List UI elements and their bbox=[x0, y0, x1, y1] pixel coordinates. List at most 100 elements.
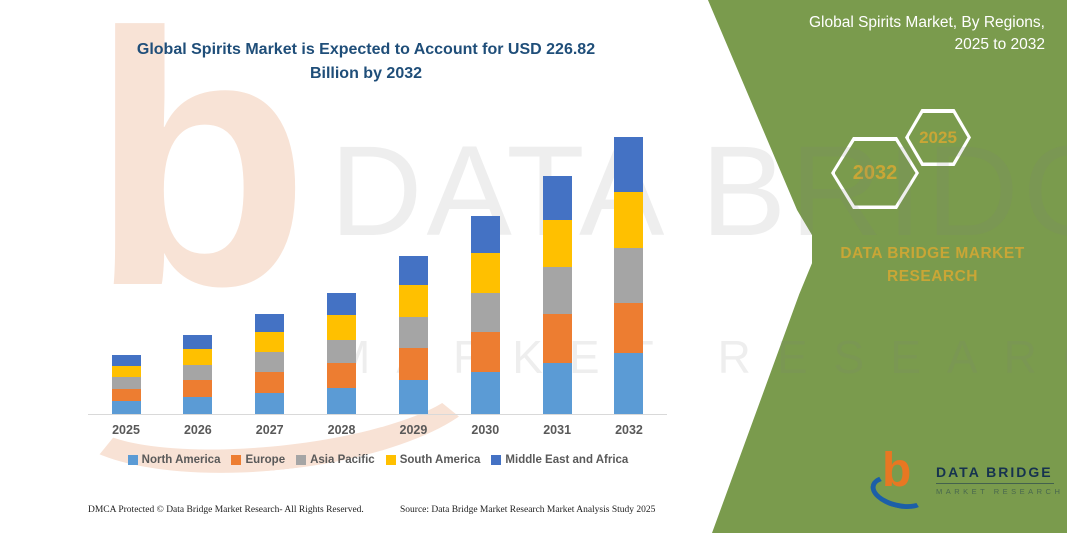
bar-segment-europe-2032 bbox=[614, 302, 644, 353]
chart-title: Global Spirits Market is Expected to Acc… bbox=[92, 38, 640, 86]
bar-segment-north-america-2028 bbox=[327, 388, 357, 414]
hexagon-2032-label: 2032 bbox=[852, 161, 898, 184]
bar-segment-europe-2029 bbox=[398, 348, 428, 381]
legend-swatch-south-america bbox=[385, 455, 396, 465]
bar-segment-south-america-2032 bbox=[614, 192, 644, 248]
bar-segment-asia-pacific-2028 bbox=[327, 339, 357, 364]
bar-segment-asia-pacific-2029 bbox=[398, 316, 428, 349]
stacked-bar-2029 bbox=[398, 255, 428, 414]
logo-divider bbox=[936, 483, 1054, 484]
legend-label-north-america: North America bbox=[141, 454, 221, 466]
bar-segment-north-america-2031 bbox=[542, 362, 572, 414]
bar-segment-asia-pacific-2027 bbox=[255, 352, 285, 372]
bar-segment-south-america-2030 bbox=[470, 252, 500, 293]
brand-wordmark-line2: RESEARCH bbox=[887, 268, 978, 285]
stacked-bar-2031 bbox=[542, 175, 572, 414]
legend-label-asia-pacific: Asia Pacific bbox=[310, 454, 375, 466]
bar-segment-middle-east-and-africa-2029 bbox=[398, 255, 428, 286]
bar-segment-asia-pacific-2030 bbox=[470, 292, 500, 332]
legend-label-south-america: South America bbox=[399, 454, 481, 466]
hexagon-2025-label: 2025 bbox=[919, 127, 957, 147]
bar-segment-middle-east-and-africa-2028 bbox=[327, 293, 357, 316]
legend-item-north-america: North America bbox=[127, 454, 221, 466]
stacked-bar-2028 bbox=[327, 293, 357, 414]
panel-heading-line2: 2025 to 2032 bbox=[954, 36, 1045, 53]
bar-segment-middle-east-and-africa-2025 bbox=[111, 354, 141, 366]
bar-segment-middle-east-and-africa-2030 bbox=[470, 216, 500, 253]
bar-segment-middle-east-and-africa-2026 bbox=[183, 334, 213, 350]
bar-segment-asia-pacific-2025 bbox=[111, 377, 141, 389]
bar-segment-north-america-2026 bbox=[183, 396, 213, 414]
x-axis-label-2025: 2025 bbox=[112, 423, 140, 437]
legend-swatch-europe bbox=[231, 455, 242, 465]
x-axis-label-2032: 2032 bbox=[615, 423, 643, 437]
bar-segment-north-america-2030 bbox=[470, 371, 500, 414]
x-axis-label-2028: 2028 bbox=[327, 423, 356, 437]
bar-segment-asia-pacific-2032 bbox=[614, 247, 644, 303]
bar-segment-europe-2031 bbox=[542, 313, 572, 363]
logo-tagline: MARKET RESEARCH bbox=[936, 487, 1064, 496]
legend-swatch-asia-pacific bbox=[296, 455, 307, 465]
bar-plot bbox=[90, 137, 666, 414]
x-axis-label-2031: 2031 bbox=[543, 423, 572, 437]
bar-segment-asia-pacific-2031 bbox=[542, 267, 572, 314]
brand-wordmark-line1: DATA BRIDGE MARKET bbox=[840, 245, 1025, 262]
chart-title-line2: Billion by 2032 bbox=[309, 65, 423, 82]
stacked-bar-2030 bbox=[470, 216, 500, 414]
bar-segment-middle-east-and-africa-2032 bbox=[614, 137, 644, 193]
legend-swatch-middle-east-and-africa bbox=[491, 455, 502, 465]
stacked-bar-2026 bbox=[183, 334, 213, 414]
company-logo-mark-icon: b bbox=[866, 444, 934, 515]
hexagon-2025-border: 2025 bbox=[905, 109, 971, 166]
legend-swatch-north-america bbox=[127, 455, 138, 465]
bar-segment-south-america-2027 bbox=[255, 332, 285, 353]
logo-b-icon: b bbox=[882, 444, 912, 497]
panel-heading: Global Spirits Market, By Regions, 2025 … bbox=[715, 12, 1045, 56]
bar-segment-europe-2030 bbox=[470, 331, 500, 372]
bar-segment-europe-2028 bbox=[327, 363, 357, 389]
x-axis-label-2026: 2026 bbox=[183, 423, 212, 437]
x-axis-labels: 2025 2026 2027 2028 2029 2030 2031 2032 bbox=[90, 423, 666, 441]
hexagon-2025: 2025 bbox=[905, 109, 971, 166]
bar-segment-south-america-2028 bbox=[327, 315, 357, 340]
x-axis-label-2027: 2027 bbox=[255, 423, 284, 437]
footer-source-text: Source: Data Bridge Market Research Mark… bbox=[400, 505, 656, 515]
legend-label-europe: Europe bbox=[245, 454, 286, 466]
legend-item-middle-east-and-africa: Middle East and Africa bbox=[491, 454, 628, 466]
legend-item-europe: Europe bbox=[231, 454, 285, 466]
bar-segment-south-america-2026 bbox=[183, 349, 213, 366]
logo-swoosh-icon bbox=[866, 469, 932, 515]
brand-wordmark: DATA BRIDGE MARKET RESEARCH bbox=[810, 242, 1055, 288]
bar-segment-asia-pacific-2026 bbox=[183, 365, 213, 381]
panel-heading-line1: Global Spirits Market, By Regions, bbox=[808, 14, 1045, 31]
logo-name: DATA BRIDGE bbox=[936, 464, 1053, 480]
bar-segment-south-america-2029 bbox=[398, 285, 428, 317]
hexagon-2032-border: 2032 bbox=[831, 137, 919, 209]
bar-segment-europe-2025 bbox=[111, 388, 141, 402]
bar-segment-north-america-2029 bbox=[398, 380, 428, 414]
stacked-bar-2025 bbox=[111, 354, 141, 414]
bar-segment-north-america-2025 bbox=[111, 401, 141, 414]
bar-segment-europe-2026 bbox=[183, 380, 213, 397]
x-axis-label-2029: 2029 bbox=[399, 423, 428, 437]
hexagon-2032: 2032 bbox=[831, 137, 919, 209]
x-axis-line bbox=[88, 414, 667, 415]
stacked-bar-2032 bbox=[614, 137, 644, 414]
bar-segment-north-america-2027 bbox=[255, 392, 285, 414]
x-axis-label-2030: 2030 bbox=[471, 423, 500, 437]
legend-item-asia-pacific: Asia Pacific bbox=[296, 454, 375, 466]
stacked-bar-2027 bbox=[255, 313, 285, 414]
hexagon-2032-fill: 2032 bbox=[834, 140, 916, 206]
bar-segment-middle-east-and-africa-2027 bbox=[255, 313, 285, 333]
bar-segment-north-america-2032 bbox=[614, 352, 644, 414]
legend-item-south-america: South America bbox=[385, 454, 481, 466]
bar-segment-south-america-2031 bbox=[542, 219, 572, 268]
footer-dmca-text: DMCA Protected © Data Bridge Market Rese… bbox=[88, 505, 364, 515]
company-logo: b DATA BRIDGE MARKET RESEARCH bbox=[866, 444, 1064, 516]
hexagon-2025-fill: 2025 bbox=[908, 112, 968, 163]
chart-title-line1: Global Spirits Market is Expected to Acc… bbox=[136, 41, 596, 58]
bar-segment-south-america-2025 bbox=[111, 365, 141, 378]
bar-segment-europe-2027 bbox=[255, 371, 285, 393]
